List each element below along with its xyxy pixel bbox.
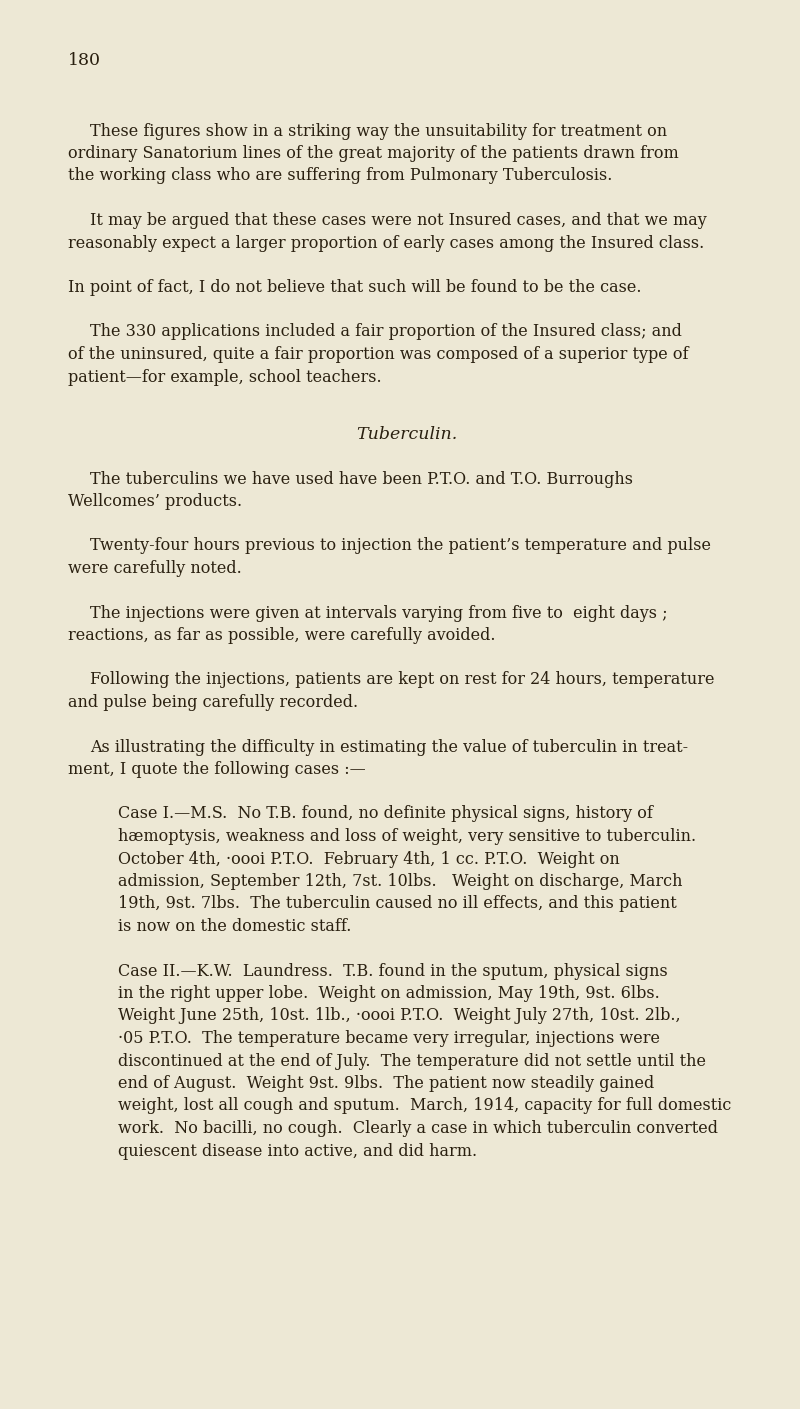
Text: Twenty-four hours previous to injection the patient’s temperature and pulse: Twenty-four hours previous to injection … xyxy=(90,537,711,555)
Text: work.  No bacilli, no cough.  Clearly a case in which tuberculin converted: work. No bacilli, no cough. Clearly a ca… xyxy=(118,1120,718,1137)
Text: The injections were given at intervals varying from five to  eight days ;: The injections were given at intervals v… xyxy=(90,604,668,621)
Text: Case I.—M.S.  No T.B. found, no definite physical signs, history of: Case I.—M.S. No T.B. found, no definite … xyxy=(118,806,653,823)
Text: in the right upper lobe.  Weight on admission, May 19th, 9st. 6lbs.: in the right upper lobe. Weight on admis… xyxy=(118,985,660,1002)
Text: As illustrating the difficulty in estimating the value of tuberculin in treat-: As illustrating the difficulty in estima… xyxy=(90,738,688,755)
Text: and pulse being carefully recorded.: and pulse being carefully recorded. xyxy=(68,695,358,712)
Text: end of August.  Weight 9st. 9lbs.  The patient now steadily gained: end of August. Weight 9st. 9lbs. The pat… xyxy=(118,1075,654,1092)
Text: weight, lost all cough and sputum.  March, 1914, capacity for full domestic: weight, lost all cough and sputum. March… xyxy=(118,1098,731,1115)
Text: It may be argued that these cases were not Insured cases, and that we may: It may be argued that these cases were n… xyxy=(90,211,706,230)
Text: admission, September 12th, 7st. 10lbs.   Weight on discharge, March: admission, September 12th, 7st. 10lbs. W… xyxy=(118,874,682,890)
Text: Wellcomes’ products.: Wellcomes’ products. xyxy=(68,493,242,510)
Text: discontinued at the end of July.  The temperature did not settle until the: discontinued at the end of July. The tem… xyxy=(118,1053,706,1069)
Text: Weight June 25th, 10st. 1lb., ·oooi P.T.O.  Weight July 27th, 10st. 2lb.,: Weight June 25th, 10st. 1lb., ·oooi P.T.… xyxy=(118,1007,681,1024)
Text: reactions, as far as possible, were carefully avoided.: reactions, as far as possible, were care… xyxy=(68,627,495,644)
Text: These figures show in a striking way the unsuitability for treatment on: These figures show in a striking way the… xyxy=(90,123,667,139)
Text: Tuberculin.: Tuberculin. xyxy=(356,426,457,442)
Text: Following the injections, patients are kept on rest for 24 hours, temperature: Following the injections, patients are k… xyxy=(90,672,714,689)
Text: ·05 P.T.O.  The temperature became very irregular, injections were: ·05 P.T.O. The temperature became very i… xyxy=(118,1030,660,1047)
Text: Case II.—K.W.  Laundress.  T.B. found in the sputum, physical signs: Case II.—K.W. Laundress. T.B. found in t… xyxy=(118,962,668,979)
Text: The tuberculins we have used have been P.T.O. and T.O. Burroughs: The tuberculins we have used have been P… xyxy=(90,471,633,488)
Text: reasonably expect a larger proportion of early cases among the Insured class.: reasonably expect a larger proportion of… xyxy=(68,234,704,251)
Text: is now on the domestic staff.: is now on the domestic staff. xyxy=(118,919,351,936)
Text: 180: 180 xyxy=(68,52,101,69)
Text: In point of fact, I do not believe that such will be found to be the case.: In point of fact, I do not believe that … xyxy=(68,279,642,296)
Text: ordinary Sanatorium lines of the great majority of the patients drawn from: ordinary Sanatorium lines of the great m… xyxy=(68,145,678,162)
Text: patient—for example, school teachers.: patient—for example, school teachers. xyxy=(68,369,382,386)
Text: the working class who are suffering from Pulmonary Tuberculosis.: the working class who are suffering from… xyxy=(68,168,612,185)
Text: The 330 applications included a fair proportion of the Insured class; and: The 330 applications included a fair pro… xyxy=(90,324,682,341)
Text: October 4th, ·oooi P.T.O.  February 4th, 1 cc. P.T.O.  Weight on: October 4th, ·oooi P.T.O. February 4th, … xyxy=(118,851,620,868)
Text: 19th, 9st. 7lbs.  The tuberculin caused no ill effects, and this patient: 19th, 9st. 7lbs. The tuberculin caused n… xyxy=(118,896,677,913)
Text: ment, I quote the following cases :—: ment, I quote the following cases :— xyxy=(68,761,366,778)
Text: were carefully noted.: were carefully noted. xyxy=(68,559,242,578)
Text: quiescent disease into active, and did harm.: quiescent disease into active, and did h… xyxy=(118,1143,477,1160)
Text: hæmoptysis, weakness and loss of weight, very sensitive to tuberculin.: hæmoptysis, weakness and loss of weight,… xyxy=(118,828,696,845)
Text: of the uninsured, quite a fair proportion was composed of a superior type of: of the uninsured, quite a fair proportio… xyxy=(68,347,689,364)
